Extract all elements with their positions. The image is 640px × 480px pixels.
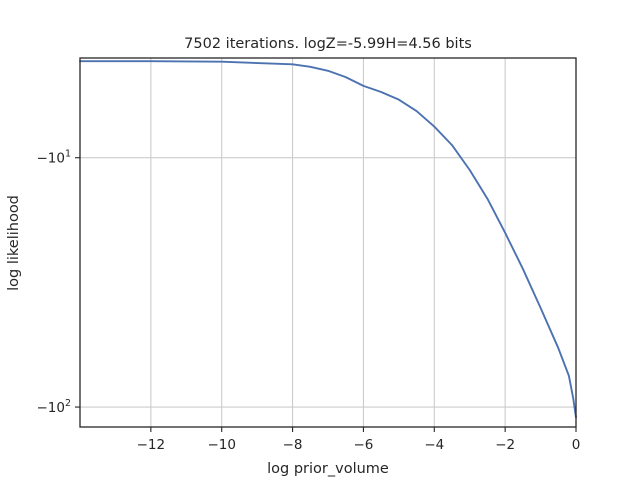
x-tick-label: −4 [424, 437, 444, 453]
x-tick-label: −8 [283, 437, 303, 453]
plot-frame [79, 57, 577, 428]
x-tick-label: −2 [495, 437, 515, 453]
x-tick-label: −6 [353, 437, 373, 453]
ticks: −12 −10 −8 −6 −4 −2 0 −101 −102 [36, 149, 580, 453]
x-tick-label: −12 [137, 437, 166, 453]
y-tick-label: −101 [36, 149, 71, 167]
y-tick-label: −102 [36, 398, 71, 416]
series-line [79, 60, 577, 419]
series-layer [79, 60, 577, 419]
x-axis-label: log prior_volume [267, 461, 389, 477]
x-tick-label: −10 [207, 437, 236, 453]
y-axis-label: log likelihood [6, 195, 22, 291]
chart-title: 7502 iterations. logZ=-5.99H=4.56 bits [184, 36, 472, 52]
grid [80, 58, 576, 427]
x-tick-label: 0 [572, 437, 581, 453]
